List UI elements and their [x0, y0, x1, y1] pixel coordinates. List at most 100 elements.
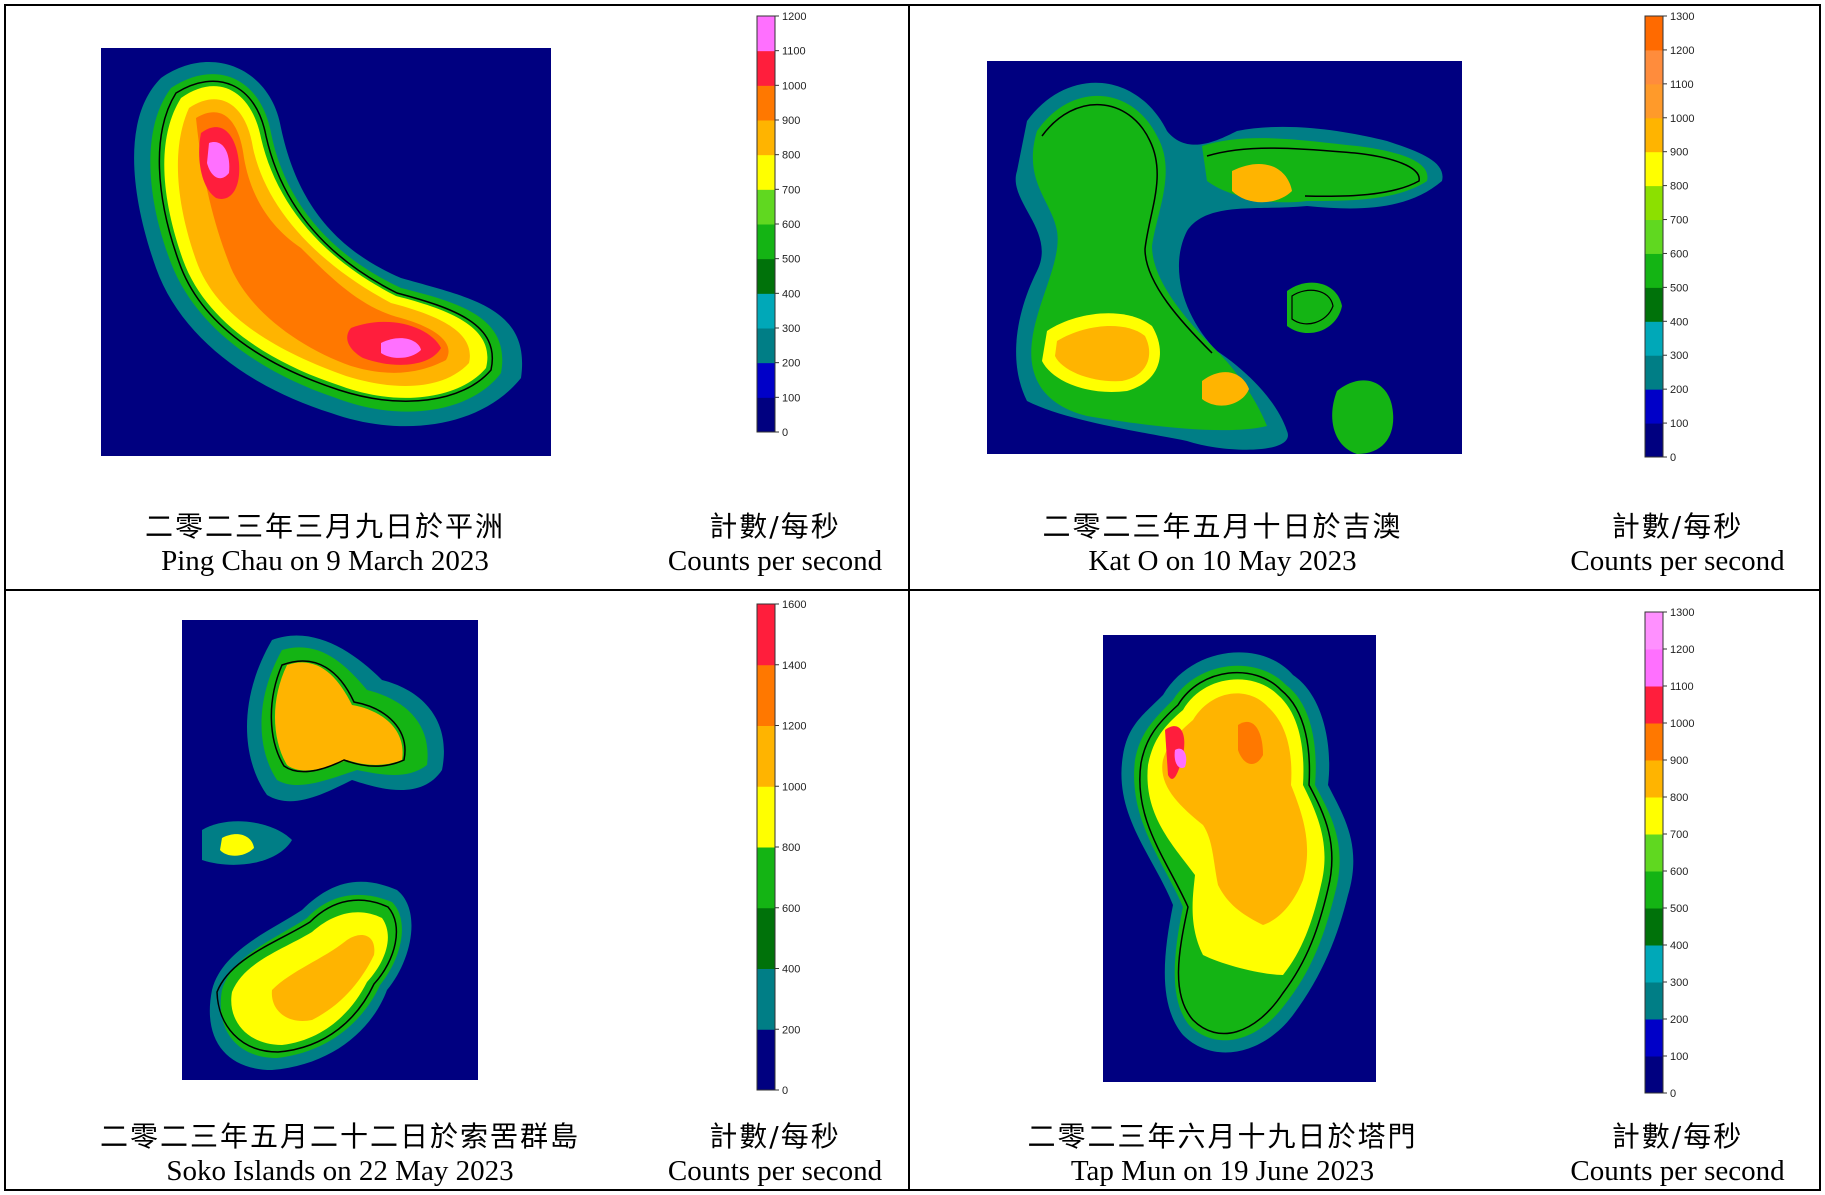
scale-tick-label: 900: [1670, 147, 1688, 159]
scale-bands: [756, 603, 776, 1091]
scale-tick-label: 100: [1670, 418, 1688, 430]
scale-band: [757, 258, 775, 294]
scale-tick-label: 200: [1670, 384, 1688, 396]
scale-tick-label: 1000: [1670, 113, 1694, 125]
scale-tick-label: 1300: [1670, 607, 1694, 619]
scale-band: [1645, 423, 1663, 458]
kat-o-unit-zh: 計數/每秒: [1611, 510, 1744, 543]
tap-mun-unit-en: Counts per second: [1570, 1155, 1785, 1187]
scale-band: [757, 725, 775, 787]
scale-tick-label: 500: [1670, 282, 1688, 294]
scale-band: [1645, 834, 1663, 872]
scale-tick-label: 1200: [1670, 644, 1694, 656]
scale-tick-label: 500: [782, 254, 800, 266]
scale-tick-label: 0: [1670, 452, 1676, 464]
scale-band: [1645, 612, 1663, 650]
soko-islands-caption-en: Soko Islands on 22 May 2023: [166, 1155, 514, 1187]
scale-tick-label: 1400: [782, 660, 806, 672]
scale-band: [1645, 723, 1663, 761]
scale-bands: [756, 15, 776, 433]
scale-band: [757, 1029, 775, 1091]
scale-tick-label: 900: [1670, 755, 1688, 767]
scale-band: [1645, 253, 1663, 288]
scale-bands: [1644, 15, 1664, 458]
scale-band: [1645, 355, 1663, 390]
scale-tick-label: 1200: [1670, 45, 1694, 57]
soko-islands-unit-en: Counts per second: [667, 1155, 883, 1187]
scale-band: [1645, 945, 1663, 983]
scale-tick-label: 200: [782, 358, 800, 370]
scale-tick-label: 1100: [782, 46, 806, 58]
scale-tick-label: 1300: [1670, 11, 1694, 23]
scale-band: [1645, 321, 1663, 356]
scale-band: [1645, 760, 1663, 798]
scale-band: [757, 120, 775, 156]
scale-tick-label: 1000: [1670, 718, 1694, 730]
scale-tick-label: 900: [782, 115, 800, 127]
scale-ticks: 0 100 200 300 400 500 600 700 800 900 1000 1100 1200: [775, 11, 806, 439]
column-divider: [908, 4, 910, 1191]
scale-band: [1645, 219, 1663, 254]
ping-chau-caption-zh: 二零二三年三月九日於平洲: [144, 510, 505, 543]
row-divider: [4, 589, 1821, 591]
scale-tick-label: 800: [1670, 792, 1688, 804]
scale-tick-label: 200: [782, 1024, 800, 1036]
soko-islands-caption-zh: 二零二三年五月二十二日於索罟群島: [99, 1120, 580, 1153]
scale-tick-label: 200: [1670, 1014, 1688, 1026]
scale-tick-label: 300: [1670, 977, 1688, 989]
scale-band: [1645, 797, 1663, 835]
scale-outline: [1644, 15, 1664, 458]
kat-o-caption-zh: 二零二三年五月十日於吉澳: [1042, 510, 1403, 543]
scale-tick-label: 0: [1670, 1088, 1676, 1100]
tap-mun-color-scale: 0 100 200 300 400 500 600 700 800 900 1000 1100 1200…: [1644, 607, 1694, 1100]
scale-band: [1645, 686, 1663, 724]
scale-tick-label: 1200: [782, 721, 806, 733]
scale-band: [757, 154, 775, 190]
scale-outline: [1644, 611, 1664, 1094]
scale-ticks: 0 100 200 300 400 500 600 700 800 900 1000 1100 1200…: [1663, 607, 1694, 1100]
tap-mun-caption-en: Tap Mun on 19 June 2023: [1070, 1155, 1375, 1187]
scale-band: [1645, 16, 1663, 51]
scale-band: [1645, 982, 1663, 1020]
scale-band: [1645, 389, 1663, 424]
scale-tick-label: 400: [782, 288, 800, 300]
scale-band: [1645, 871, 1663, 909]
scale-band: [757, 50, 775, 86]
kat-o-unit-en: Counts per second: [1570, 545, 1785, 577]
table-frame: [4, 4, 1821, 1191]
scale-band: [1645, 151, 1663, 187]
scale-tick-label: 800: [1670, 181, 1688, 193]
scale-tick-label: 100: [782, 392, 800, 404]
scale-band: [757, 664, 775, 726]
ping-chau-caption-en: Ping Chau on 9 March 2023: [161, 545, 489, 577]
scale-band: [757, 224, 775, 260]
scale-ticks: 0 100 200 300 400 500 600 700 800 900 1000 1100 1200…: [1663, 11, 1694, 464]
scale-tick-label: 1000: [782, 781, 806, 793]
kat-o-color-scale: 0 100 200 300 400 500 600 700 800 900 1000 1100 1200…: [1644, 11, 1694, 464]
tap-mun-radiation-map: [1103, 635, 1376, 1082]
scale-band: [1645, 908, 1663, 946]
scale-tick-label: 1000: [782, 80, 806, 92]
scale-tick-label: 400: [1670, 316, 1688, 328]
scale-band: [757, 328, 775, 364]
scale-band: [757, 968, 775, 1030]
scale-band: [1645, 649, 1663, 687]
soko-islands-color-scale: 0 200 400 600 800 1000 1200 1400 1600: [756, 599, 806, 1097]
scale-tick-label: 1100: [1670, 79, 1694, 91]
scale-tick-label: 1600: [782, 599, 806, 611]
ping-chau-radiation-map: [101, 48, 551, 456]
ping-chau-unit-zh: 計數/每秒: [709, 510, 841, 543]
scale-tick-label: 1100: [1670, 681, 1694, 693]
scale-tick-label: 700: [782, 184, 800, 196]
scale-band: [757, 907, 775, 969]
tap-mun-caption-zh: 二零二三年六月十九日於塔門: [1027, 1120, 1418, 1153]
scale-band: [757, 786, 775, 848]
scale-band: [1645, 185, 1663, 221]
scale-band: [757, 397, 775, 433]
scale-band: [757, 293, 775, 329]
scale-band: [757, 189, 775, 225]
kat-o-caption-en: Kat O on 10 May 2023: [1088, 545, 1357, 577]
scale-tick-label: 700: [1670, 829, 1688, 841]
scale-tick-label: 600: [1670, 248, 1688, 260]
scale-tick-label: 300: [1670, 350, 1688, 362]
